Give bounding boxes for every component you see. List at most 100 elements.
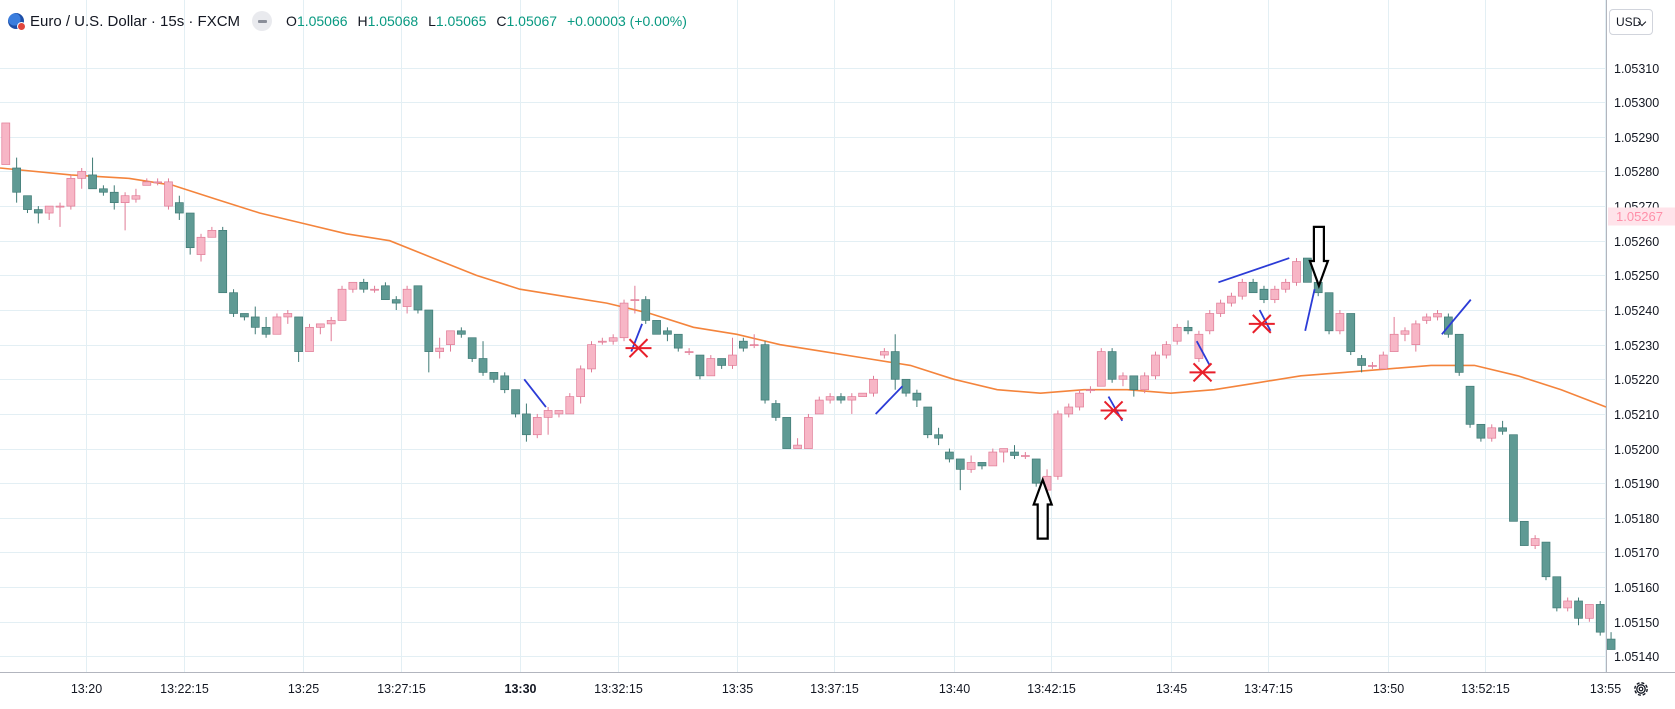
cross-marker-stroke xyxy=(1252,314,1272,334)
trend-line xyxy=(630,323,643,352)
time-tick-label: 13:47:15 xyxy=(1244,682,1293,696)
candle-up xyxy=(196,233,206,262)
candle-down xyxy=(782,417,792,449)
chart-settings-button[interactable] xyxy=(1630,678,1652,700)
candle-body xyxy=(1172,326,1182,342)
candle-up xyxy=(1433,310,1442,321)
candle-body xyxy=(1324,292,1334,332)
candle-body xyxy=(684,351,694,353)
candle-up xyxy=(164,178,173,210)
close-value: 1.05067 xyxy=(506,13,558,29)
candle-up xyxy=(793,438,802,449)
candle-up xyxy=(576,365,585,404)
candle-body xyxy=(1335,313,1345,332)
candle-body xyxy=(120,195,130,203)
cross-marker xyxy=(625,338,652,358)
candle-down xyxy=(738,337,748,352)
candle-up xyxy=(869,375,878,397)
candle-up xyxy=(684,348,694,356)
candle-down xyxy=(1129,375,1139,397)
candle-body xyxy=(511,389,520,415)
candle-body xyxy=(1476,423,1486,439)
candle-body xyxy=(1053,413,1063,477)
candle-body xyxy=(500,375,510,391)
time-axis-labels: 13:20 13:22:15 13:25 13:27:15 13:30 13:32:15 1… xyxy=(71,682,1621,696)
candle-body xyxy=(728,354,737,366)
candle-down xyxy=(1541,541,1551,581)
price-tick-label: 1.05150 xyxy=(1614,616,1659,630)
candle-body xyxy=(988,451,998,467)
candle-body xyxy=(608,337,618,342)
candle-up xyxy=(1237,278,1247,300)
candle-down xyxy=(1303,257,1312,283)
candle-down xyxy=(695,354,705,380)
candle-body xyxy=(1292,261,1301,283)
time-tick-label: 13:35 xyxy=(722,682,753,696)
candle-up xyxy=(630,285,640,314)
candle-body xyxy=(576,368,585,397)
candle-body xyxy=(1595,604,1605,633)
symbol-title[interactable]: Euro / U.S. Dollar · 15s · FXCM xyxy=(30,12,241,30)
candle-down xyxy=(391,296,401,311)
candle-up xyxy=(847,393,857,414)
candle-down xyxy=(88,157,97,190)
candle-body xyxy=(1118,375,1128,380)
candle-body xyxy=(1346,313,1356,352)
time-tick-label: 13:20 xyxy=(71,682,102,696)
candle-body xyxy=(272,316,282,335)
candle-body xyxy=(771,403,781,418)
candle-body xyxy=(337,288,347,321)
candle-body xyxy=(294,316,303,352)
candle-body xyxy=(1530,538,1540,546)
close-label: C xyxy=(496,13,507,29)
candle-body xyxy=(977,462,987,467)
collapse-legend-button[interactable] xyxy=(252,11,273,31)
candle-down xyxy=(652,320,661,335)
candle-body xyxy=(413,285,423,311)
candle-up xyxy=(1053,410,1063,480)
candle-body xyxy=(706,358,716,377)
candle-body xyxy=(164,181,173,207)
candle-body xyxy=(456,330,466,335)
candle-body xyxy=(879,351,889,356)
candle-down xyxy=(955,458,965,491)
candle-up xyxy=(543,407,553,435)
candle-body xyxy=(1389,333,1399,352)
time-tick-label: 13:50 xyxy=(1373,682,1404,696)
candle-down xyxy=(912,389,922,408)
candle-up xyxy=(565,393,575,415)
candle-body xyxy=(1151,354,1160,377)
candle-body xyxy=(435,347,444,352)
candle-body xyxy=(1519,520,1529,546)
candle-body xyxy=(1368,365,1377,367)
time-tick-label: 13:25 xyxy=(288,682,319,696)
candle-body xyxy=(782,417,792,449)
candle-down xyxy=(33,206,43,224)
candle-down xyxy=(250,306,260,335)
time-tick-label: 13:37:15 xyxy=(810,682,859,696)
time-tick-label: 13:30 xyxy=(505,682,537,696)
candle-up xyxy=(272,313,282,335)
candle-up xyxy=(44,205,54,220)
candle-up xyxy=(1021,452,1030,459)
euro-dollar-flag-icon[interactable] xyxy=(8,13,26,31)
currency-button[interactable]: USD xyxy=(1609,9,1653,35)
candle-down xyxy=(1031,458,1041,487)
candle-body xyxy=(1227,295,1236,304)
candle-up xyxy=(77,168,87,189)
candle-up xyxy=(1140,372,1150,394)
candle-body xyxy=(1,122,11,165)
candle-up xyxy=(1411,320,1421,352)
candle-up xyxy=(348,281,358,293)
candle-down xyxy=(760,341,770,404)
candle-body xyxy=(250,316,260,328)
candle-body xyxy=(1064,406,1074,415)
candle-up xyxy=(749,334,759,349)
candle-body xyxy=(391,299,401,304)
arrow-up-annotation xyxy=(1032,476,1054,540)
candle-down xyxy=(478,341,488,376)
candle-down xyxy=(1107,348,1117,383)
candle-body xyxy=(131,195,141,200)
